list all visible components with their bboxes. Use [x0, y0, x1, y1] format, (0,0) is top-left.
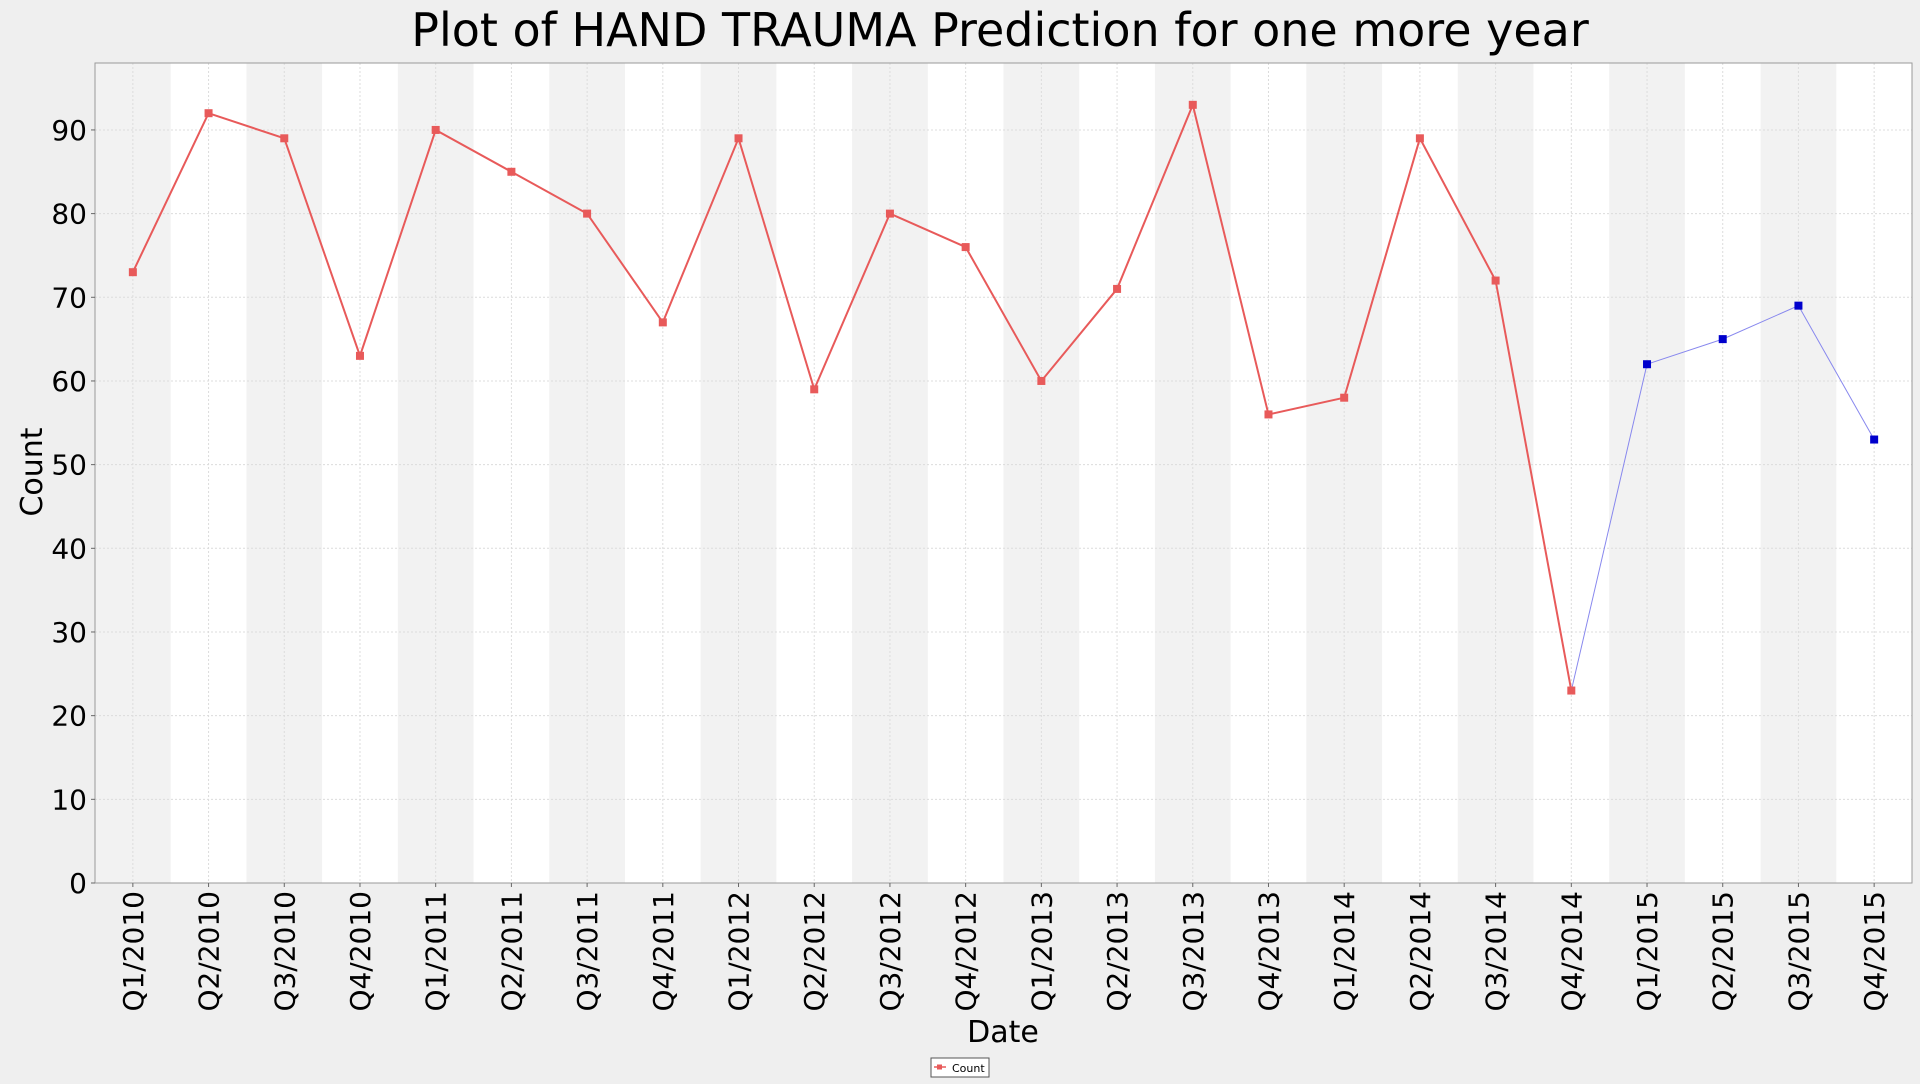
x-tick-label: Q3/2010	[268, 891, 301, 1012]
y-tick-label: 20	[51, 700, 87, 733]
y-axis-label: Count	[15, 427, 50, 516]
x-tick-label: Q4/2014	[1555, 891, 1588, 1012]
data-point-count	[658, 318, 667, 327]
data-point-prediction	[1643, 360, 1652, 369]
x-tick-label: Q2/2014	[1404, 891, 1437, 1012]
x-tick-label: Q4/2012	[950, 891, 983, 1012]
x-tick-label: Q3/2014	[1480, 891, 1513, 1012]
data-point-prediction	[1718, 335, 1727, 344]
y-tick-label: 10	[51, 783, 87, 816]
data-point-count	[1113, 284, 1122, 293]
legend-box	[930, 1057, 990, 1078]
data-point-count	[885, 209, 894, 218]
x-tick-label: Q2/2011	[495, 891, 528, 1012]
x-tick-label: Q1/2013	[1025, 891, 1058, 1012]
y-tick-label: 30	[51, 616, 87, 649]
y-tick-label: 50	[51, 449, 87, 482]
x-tick-label: Q4/2015	[1858, 891, 1891, 1012]
data-point-count	[431, 125, 440, 134]
data-point-count	[1491, 276, 1500, 285]
data-point-count	[355, 351, 364, 360]
x-axis-label: Date	[967, 1015, 1039, 1050]
y-tick-label: 70	[51, 281, 87, 314]
data-point-count	[1415, 134, 1424, 143]
chart-title: Plot of HAND TRAUMA Prediction for one m…	[411, 3, 1589, 57]
x-tick-label: Q3/2012	[874, 891, 907, 1012]
data-point-prediction	[1794, 301, 1803, 310]
data-point-prediction	[1870, 435, 1879, 444]
x-tick-label: Q1/2010	[117, 891, 150, 1012]
x-tick-label: Q1/2014	[1328, 891, 1361, 1012]
x-tick-label: Q1/2011	[420, 891, 453, 1012]
data-point-count	[280, 134, 289, 143]
data-point-count	[128, 268, 137, 277]
data-point-count	[1567, 686, 1576, 695]
x-tick-label: Q3/2011	[571, 891, 604, 1012]
x-tick-label: Q2/2012	[798, 891, 831, 1012]
x-tick-label: Q4/2011	[647, 891, 680, 1012]
plot-border	[94, 62, 1913, 884]
x-tick-label: Q4/2013	[1252, 891, 1285, 1012]
y-tick-label: 80	[51, 198, 87, 231]
plot-area: 0 10 20 30 40 50 60 70 80 90 Q1/2010 Q2/2010 Q3/2010…	[51, 62, 1913, 1012]
data-point-count	[1188, 100, 1197, 109]
legend: Count	[930, 1057, 990, 1078]
x-tick-label: Q1/2015	[1631, 891, 1664, 1012]
data-point-count	[583, 209, 592, 218]
y-tick-label: 60	[51, 365, 87, 398]
data-point-count	[961, 243, 970, 252]
data-point-count	[507, 167, 516, 176]
x-tick-label: Q2/2010	[193, 891, 226, 1012]
x-tick-label: Q2/2015	[1707, 891, 1740, 1012]
data-point-count	[1340, 393, 1349, 402]
data-point-count	[1264, 410, 1273, 419]
legend-label: Count	[952, 1062, 985, 1075]
x-tick-label: Q3/2015	[1782, 891, 1815, 1012]
data-point-count	[1037, 376, 1046, 385]
y-tick-label: 0	[69, 867, 87, 900]
x-tick-label: Q1/2012	[723, 891, 756, 1012]
series-line-count	[131, 101, 1573, 691]
x-tick-label: Q4/2010	[344, 891, 377, 1012]
x-tick-label: Q2/2013	[1101, 891, 1134, 1012]
data-point-count	[734, 134, 743, 143]
data-point-count	[810, 385, 819, 394]
y-tick-label: 90	[51, 114, 87, 147]
y-tick-label: 40	[51, 532, 87, 565]
data-point-count	[204, 109, 213, 118]
legend-marker	[937, 1064, 942, 1070]
x-tick-label: Q3/2013	[1177, 891, 1210, 1012]
